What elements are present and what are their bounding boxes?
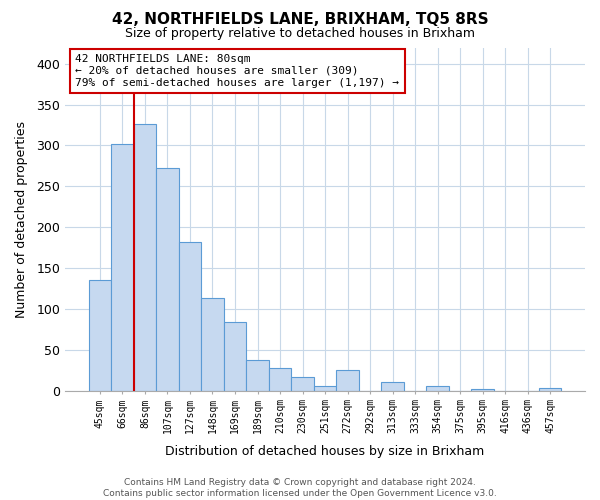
Bar (314, 386, 336, 390)
Bar (201, 298, 224, 390)
Bar (156, 168, 179, 390)
Bar (89, 280, 111, 390)
Bar (427, 386, 449, 390)
Text: 42 NORTHFIELDS LANE: 80sqm
← 20% of detached houses are smaller (309)
79% of sem: 42 NORTHFIELDS LANE: 80sqm ← 20% of deta… (76, 54, 400, 88)
Bar (336, 370, 359, 390)
Bar (134, 124, 156, 390)
Bar (472, 389, 494, 390)
X-axis label: Distribution of detached houses by size in Brixham: Distribution of detached houses by size … (166, 444, 485, 458)
Bar (291, 376, 314, 390)
Y-axis label: Number of detached properties: Number of detached properties (15, 120, 28, 318)
Bar (224, 322, 246, 390)
Bar (269, 368, 291, 390)
Bar (382, 382, 404, 390)
Bar (179, 242, 201, 390)
Bar (111, 144, 134, 390)
Text: Size of property relative to detached houses in Brixham: Size of property relative to detached ho… (125, 28, 475, 40)
Bar (539, 388, 562, 390)
Bar (246, 360, 269, 390)
Text: 42, NORTHFIELDS LANE, BRIXHAM, TQ5 8RS: 42, NORTHFIELDS LANE, BRIXHAM, TQ5 8RS (112, 12, 488, 28)
Text: Contains HM Land Registry data © Crown copyright and database right 2024.
Contai: Contains HM Land Registry data © Crown c… (103, 478, 497, 498)
